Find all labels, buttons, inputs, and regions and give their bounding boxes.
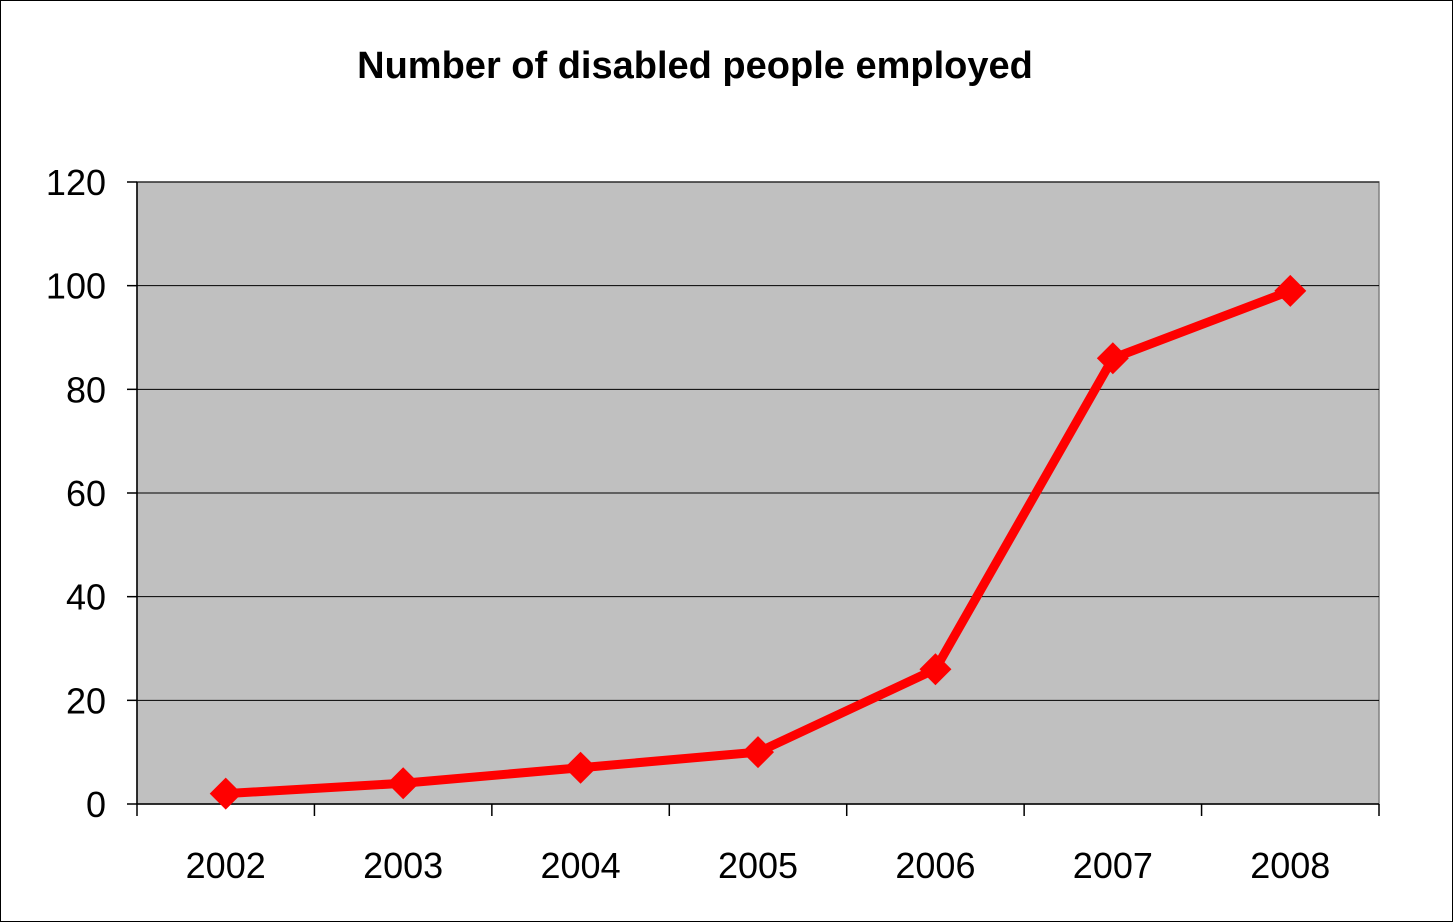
- data-point-marker: [387, 767, 420, 800]
- x-tick-label: 2005: [718, 845, 798, 886]
- x-tick-label: 2003: [363, 845, 443, 886]
- series-group: [209, 274, 1307, 810]
- x-tick-label: 2002: [186, 845, 266, 886]
- data-point-marker: [564, 751, 597, 784]
- x-tick-label: 2004: [541, 845, 621, 886]
- data-point-marker: [742, 736, 774, 769]
- y-tick-label: 100: [46, 266, 106, 307]
- y-tick-label: 20: [66, 680, 106, 721]
- x-axis-ticks: 2002 2003 2004 2005 2006 2007 2008: [136, 804, 1380, 886]
- data-point-marker: [209, 777, 242, 810]
- x-tick-label: 2007: [1073, 845, 1153, 886]
- y-tick-label: 40: [66, 577, 106, 618]
- y-tick-label: 80: [66, 369, 106, 410]
- data-point-marker: [919, 653, 952, 686]
- x-tick-label: 2008: [1250, 845, 1330, 886]
- data-point-marker: [1274, 274, 1307, 307]
- y-tick-label: 60: [66, 473, 106, 514]
- x-tick-label: 2006: [895, 845, 975, 886]
- y-tick-label: 120: [46, 162, 106, 203]
- y-tick-label: 0: [86, 784, 106, 825]
- chart-title: Number of disabled people employed: [357, 45, 1033, 87]
- data-point-marker: [1096, 342, 1129, 375]
- gridlines: [137, 181, 1379, 701]
- y-axis-ticks: 0 20 40 60 80 100 120: [46, 162, 137, 825]
